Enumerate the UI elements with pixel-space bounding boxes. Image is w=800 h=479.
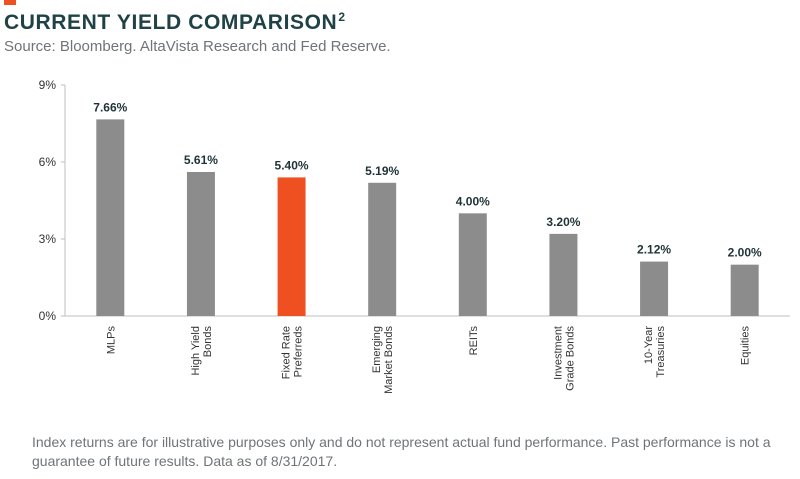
data-label: 2.12% [637,243,671,257]
category-label: Investment Grade Bonds [552,326,576,391]
category-label-line: MLPs [105,326,117,355]
bar [277,177,306,316]
data-label: 4.00% [456,194,490,208]
y-tick-label: 0% [39,309,57,323]
title-footnote-marker: 2 [338,10,346,24]
y-tick-label: 6% [39,155,57,169]
category-label: REITs [468,326,480,356]
footnote: Index returns are for illustrative purpo… [32,434,771,469]
category-label-line: REITs [468,326,480,356]
bar [730,264,759,316]
category-label: Equities [740,326,752,366]
data-label: 2.00% [728,246,762,260]
category-label-line: Bonds [202,326,214,358]
data-label: 5.19% [365,164,399,178]
bar [549,233,578,316]
bar [640,261,669,316]
category-label: MLPs [105,326,117,355]
category-label-line: Equities [740,326,752,366]
category-label-line: 10-Year [643,326,655,364]
bar [368,182,397,316]
data-label: 7.66% [93,100,127,114]
y-tick-label: 3% [39,232,57,246]
chart-title: CURRENT YIELD COMPARISON2 [4,10,346,35]
chart-subtitle: Source: Bloomberg. AltaVista Research an… [4,38,391,55]
category-label-line: High Yield [190,326,202,376]
data-label: 3.20% [546,215,580,229]
y-tick-label: 9% [39,78,57,92]
bar [96,119,125,316]
category-label-line: Fixed Rate [281,326,293,379]
bar [458,213,487,316]
category-label-line: Market Bonds [383,326,395,394]
category-label-line: Preferreds [293,326,305,378]
category-label-line: Treasuries [655,326,667,378]
category-label-line: Emerging [371,326,383,373]
category-label-line: Investment [552,326,564,380]
category-label: 10-Year Treasuries [643,326,667,378]
bar-chart: 0% 3% 6% 9% 7.66% MLPs 5.61% High Yield Bonds 5.4… [39,78,790,394]
chart-title-text: CURRENT YIELD COMPARISON [4,11,338,34]
bar [186,172,215,316]
data-label: 5.61% [184,153,218,167]
category-label: High Yield Bonds [190,326,214,376]
category-label: Emerging Market Bonds [371,326,395,394]
category-label-line: Grade Bonds [564,326,576,391]
data-label: 5.40% [275,158,309,172]
accent-bar [4,0,16,5]
category-label: Fixed Rate Preferreds [281,326,305,380]
